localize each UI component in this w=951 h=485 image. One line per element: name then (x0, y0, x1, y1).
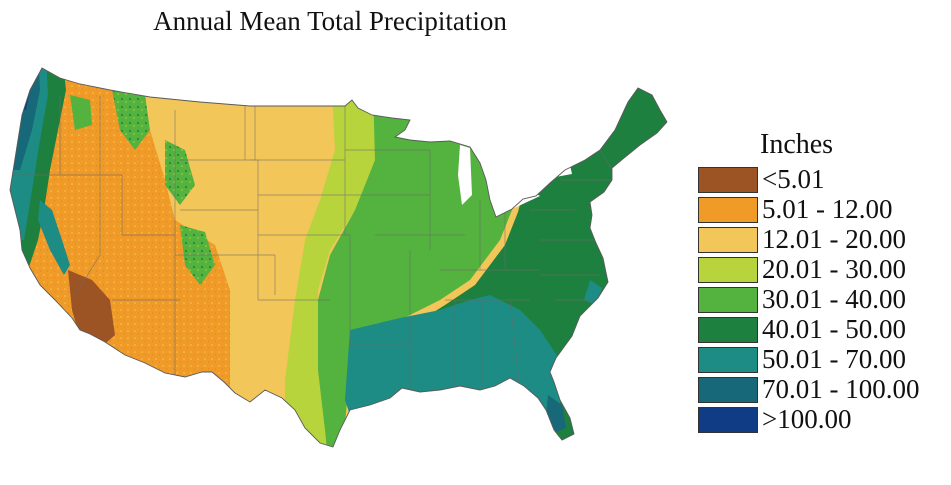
legend-swatch (698, 407, 758, 433)
legend-swatch (698, 227, 758, 253)
us-precipitation-map-svg (9, 67, 668, 448)
legend-item: 40.01 - 50.00 (698, 314, 948, 344)
legend-item: 12.01 - 20.00 (698, 224, 948, 254)
legend-label: >100.00 (762, 404, 852, 434)
legend-swatch (698, 347, 758, 373)
legend-item: 70.01 - 100.00 (698, 374, 948, 404)
legend-swatch (698, 197, 758, 223)
lake-michigan (458, 145, 472, 205)
legend-label: 70.01 - 100.00 (762, 374, 920, 404)
legend-swatch (698, 317, 758, 343)
legend-label: <5.01 (762, 164, 825, 194)
legend-swatch (698, 287, 758, 313)
legend-item: 50.01 - 70.00 (698, 344, 948, 374)
legend-item: 20.01 - 30.00 (698, 254, 948, 284)
lake-superior (445, 118, 488, 132)
legend-swatch (698, 377, 758, 403)
legend-title: Inches (760, 129, 834, 160)
state-boundaries (10, 96, 640, 400)
legend-item: >100.00 (698, 404, 948, 434)
legend-item: 30.01 - 40.00 (698, 284, 948, 314)
legend-label: 5.01 - 12.00 (762, 194, 893, 224)
legend-label: 40.01 - 50.00 (762, 314, 906, 344)
legend-item: <5.01 (698, 164, 948, 194)
legend-swatch (698, 167, 758, 193)
legend-label: 50.01 - 70.00 (762, 344, 906, 374)
legend-label: 12.01 - 20.00 (762, 224, 906, 254)
zone-20-30 (285, 68, 375, 447)
precipitation-map (0, 52, 690, 482)
zone-pacific-100plus (10, 68, 32, 110)
legend-item: 5.01 - 12.00 (698, 194, 948, 224)
zone-cascades (70, 95, 92, 130)
map-title: Annual Mean Total Precipitation (153, 6, 507, 36)
zone-rockies-wyoming (165, 140, 195, 205)
zone-sierra (38, 200, 70, 275)
lake-huron (482, 148, 502, 178)
legend-label: 20.01 - 30.00 (762, 254, 906, 284)
legend-swatch (698, 257, 758, 283)
legend-label: 30.01 - 40.00 (762, 284, 906, 314)
